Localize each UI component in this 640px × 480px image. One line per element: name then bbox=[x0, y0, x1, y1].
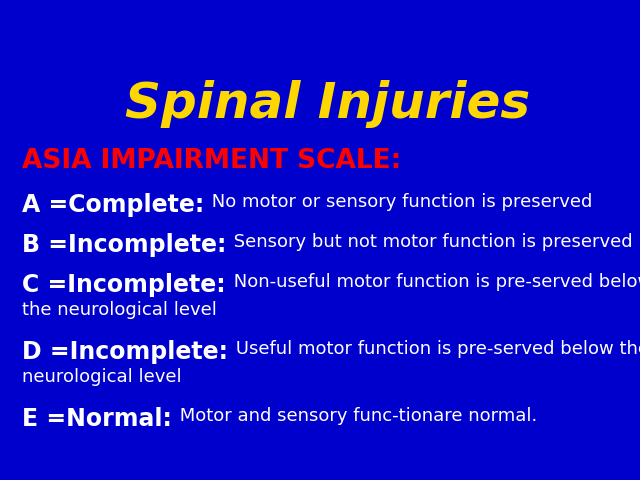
Text: Useful motor function is pre-served below the: Useful motor function is pre-served belo… bbox=[230, 340, 640, 358]
Text: Spinal Injuries: Spinal Injuries bbox=[125, 80, 531, 128]
Text: neurological level: neurological level bbox=[22, 368, 182, 386]
Text: B =Incomplete:: B =Incomplete: bbox=[22, 233, 227, 257]
Text: No motor or sensory function is preserved: No motor or sensory function is preserve… bbox=[206, 193, 593, 211]
Text: the neurological level: the neurological level bbox=[22, 301, 217, 319]
Text: ASIA IMPAIRMENT SCALE:: ASIA IMPAIRMENT SCALE: bbox=[22, 148, 401, 174]
Text: C =Incomplete:: C =Incomplete: bbox=[22, 273, 226, 297]
Text: Non-useful motor function is pre-served below: Non-useful motor function is pre-served … bbox=[228, 273, 640, 291]
Text: Sensory but not motor function is preserved: Sensory but not motor function is preser… bbox=[228, 233, 633, 251]
Text: Motor and sensory func-tionare normal.: Motor and sensory func-tionare normal. bbox=[174, 407, 537, 425]
Text: E =Normal:: E =Normal: bbox=[22, 407, 172, 431]
Text: D =Incomplete:: D =Incomplete: bbox=[22, 340, 228, 364]
Text: A =Complete:: A =Complete: bbox=[22, 193, 204, 217]
